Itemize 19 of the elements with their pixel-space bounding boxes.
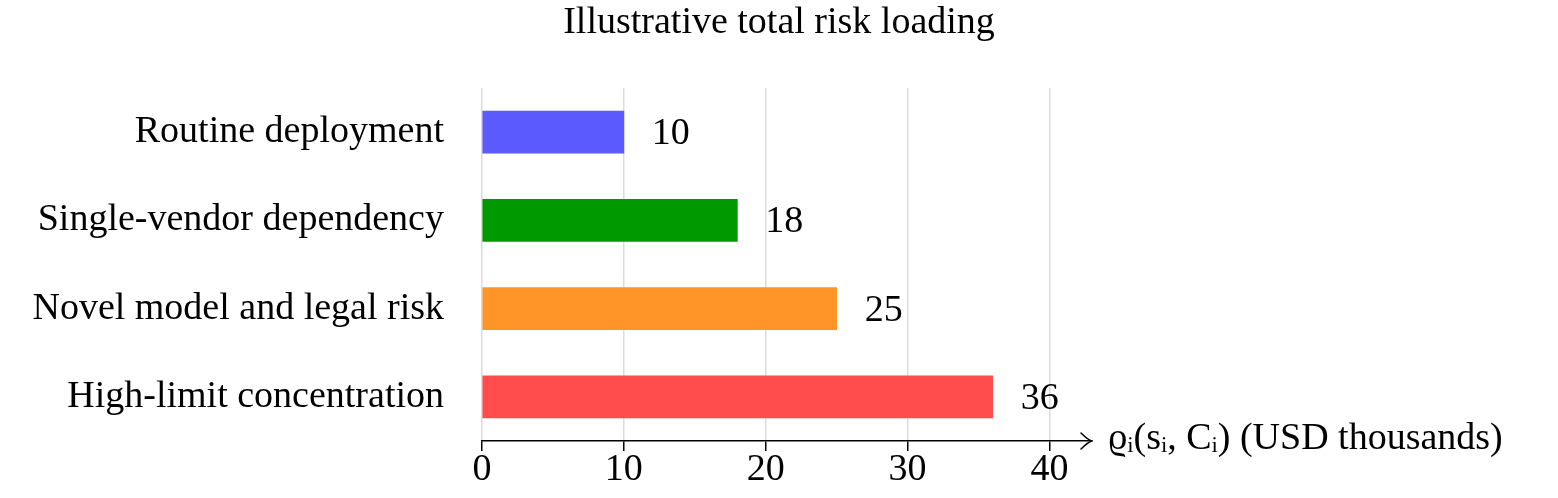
data-label: 10: [651, 110, 690, 153]
data-label: 18: [765, 198, 804, 241]
y-tick-label: Routine deployment: [134, 108, 445, 151]
y-tick-label: High-limit concentration: [67, 372, 444, 415]
data-label: 25: [864, 286, 903, 329]
x-axis-title: ϱᵢ(sᵢ, Cᵢ) (USD thousands): [1108, 414, 1503, 458]
bar: [482, 110, 625, 154]
bar: [482, 375, 994, 419]
x-tick-label: 0: [472, 445, 492, 488]
x-tick-label: 40: [1030, 445, 1069, 488]
bar: [482, 199, 738, 242]
data-label: 36: [1020, 374, 1059, 417]
x-tick-label: 10: [604, 445, 643, 488]
x-tick-label: 20: [746, 445, 785, 488]
x-tick-label: 30: [888, 445, 927, 488]
y-tick-label: Single-vendor dependency: [37, 196, 444, 239]
bar: [482, 287, 837, 330]
y-tick-label: Novel model and legal risk: [32, 284, 444, 327]
chart-title: Illustrative total risk loading: [563, 0, 995, 41]
